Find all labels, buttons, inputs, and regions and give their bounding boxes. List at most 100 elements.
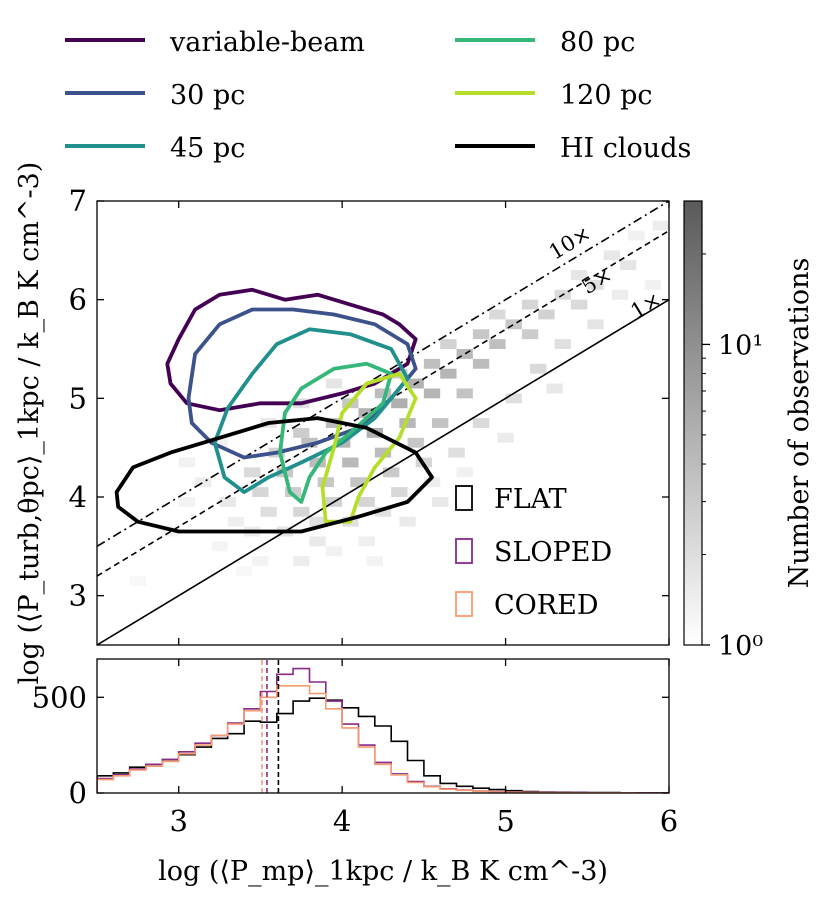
reference-line-label-2: 10×	[545, 221, 595, 264]
main-y-axis-label: log (⟨P_turb,θpc⟩_1kpc / k_B K cm^-3)	[14, 162, 45, 685]
legend-label-5: HI clouds	[560, 133, 691, 164]
histogram-axes-frame	[96, 658, 670, 794]
heatmap-cell-18	[252, 487, 269, 497]
heatmap-cell-3	[325, 546, 343, 557]
hist-legend-swatch-2	[455, 591, 473, 617]
heatmap-cell-53	[472, 329, 490, 340]
heatmap-cell-36	[293, 427, 310, 438]
heatmap-cell-55	[538, 309, 555, 320]
histogram-step-flat	[97, 697, 669, 793]
heatmap-cell-60	[587, 279, 604, 290]
hist-legend-label-0: FLAT	[494, 484, 567, 515]
histogram-medians	[261, 659, 280, 793]
heatmap-cell-58	[521, 299, 539, 310]
hist-legend-label-2: CORED	[494, 590, 598, 621]
main-y-tick-label-1: 4	[69, 480, 87, 514]
heatmap-cell-77	[366, 556, 383, 567]
heatmap-cell-78	[399, 516, 416, 527]
legend-label-3: 80 pc	[560, 27, 635, 58]
heatmap-cell-76	[235, 566, 253, 576]
x-axis-label: log (⟨P_mp⟩_1kpc / k_B K cm^-3)	[158, 856, 608, 887]
hist-legend-swatch-0	[455, 485, 473, 511]
colorbar-gradient	[684, 201, 702, 645]
contour-30-pc	[186, 307, 418, 460]
heatmap-cell-5	[211, 541, 228, 552]
heatmap-cell-73	[530, 363, 547, 374]
hist-y-tick-label-1: 500	[32, 680, 87, 714]
hist-x-tick-label-3: 6	[660, 804, 678, 838]
heatmap-cell-15	[358, 497, 375, 507]
reference-line-label-0: 1×	[627, 287, 666, 324]
legend-label-2: 45 pc	[170, 133, 245, 164]
reference-line-label-1: 5×	[577, 262, 616, 299]
heatmap-cell-27	[342, 457, 359, 468]
main-y-tick-label-0: 3	[69, 579, 87, 613]
reference-line-2	[97, 201, 669, 548]
heatmap-cell-62	[570, 270, 588, 280]
heatmap-cell-83	[546, 383, 563, 394]
heatmap-cell-34	[399, 418, 416, 428]
heatmap-cell-49	[456, 349, 473, 359]
heatmap-cell-52	[440, 339, 457, 349]
heatmap-cell-8	[309, 516, 326, 527]
main-y-tick-label-3: 6	[69, 283, 87, 317]
heatmap-cell-87	[644, 279, 661, 290]
reference-line-labels: 1× 5×10×	[545, 221, 666, 324]
heatmap-cell-29	[407, 437, 424, 448]
heatmap-cell-50	[489, 339, 506, 349]
heatmap-cell-84	[178, 457, 196, 468]
heatmap-cell-51	[521, 329, 539, 340]
heatmap-cell-66	[195, 477, 212, 488]
hist-x-tick-label-1: 4	[333, 804, 351, 838]
heatmap-cell-48	[423, 358, 441, 369]
heatmap-cell-2	[293, 556, 310, 567]
reference-lines	[97, 201, 669, 645]
heatmap-cell-86	[611, 289, 629, 300]
main-x-ticks	[178, 201, 670, 645]
main-axes-frame	[96, 200, 670, 646]
reference-line-0	[97, 298, 669, 645]
heatmap-cell-12	[260, 506, 277, 517]
heatmap-cell-43	[374, 388, 392, 399]
heatmap-cell-75	[587, 319, 604, 330]
contour-80-pc	[278, 361, 394, 504]
heatmap-cell-11	[227, 516, 245, 527]
main-y-tick-label-4: 7	[69, 184, 87, 218]
hist-legend-swatch-1	[455, 538, 473, 564]
hist-x-tick-label-2: 5	[496, 804, 514, 838]
legend: variable-beam 30 pc 45 pc 80 pc 120 pc HI clo…	[65, 27, 691, 164]
heatmap-cell-82	[497, 432, 514, 443]
heatmap-cell-70	[472, 418, 490, 428]
histogram-steps	[97, 667, 669, 793]
heatmap-cell-1	[252, 556, 269, 567]
heatmap-cell-0	[129, 575, 147, 586]
hist-legend-label-1: SLOPED	[494, 537, 612, 568]
heatmap-cell-81	[432, 497, 449, 507]
heatmap-cell-41	[456, 388, 473, 399]
heatmap-cell-85	[211, 437, 228, 448]
heatmap-cell-24	[244, 467, 261, 478]
contours	[114, 287, 434, 534]
heatmap-cell-72	[456, 467, 473, 478]
heatmap-cell-74	[554, 339, 571, 349]
heatmap-cell-4	[358, 536, 375, 547]
heatmap-cell-13	[293, 506, 310, 517]
heatmap-cell-64	[652, 220, 669, 231]
heatmap-cell-39	[391, 398, 408, 409]
heatmap-cell-40	[423, 388, 441, 399]
histogram-y-ticks: 0 500	[32, 680, 669, 810]
histogram-x-ticks: 3 4 5 6	[169, 659, 678, 838]
hist-y-tick-label-0: 0	[69, 776, 87, 810]
heatmap-cell-21	[350, 477, 367, 488]
histogram-step-sloped	[97, 667, 669, 793]
heatmap-cell-61	[619, 260, 637, 271]
contour-hi-clouds	[114, 416, 434, 534]
main-y-tick-label-2: 5	[69, 381, 87, 415]
heatmap-cell-65	[628, 230, 645, 241]
heatmap-cell-10	[374, 506, 392, 517]
heatmap-cell-17	[219, 497, 236, 507]
heatmap-cell-46	[472, 358, 490, 369]
heatmap-cell-45	[440, 368, 457, 379]
heatmap-cell-80	[309, 536, 326, 547]
heatmap-cell-35	[432, 418, 449, 428]
